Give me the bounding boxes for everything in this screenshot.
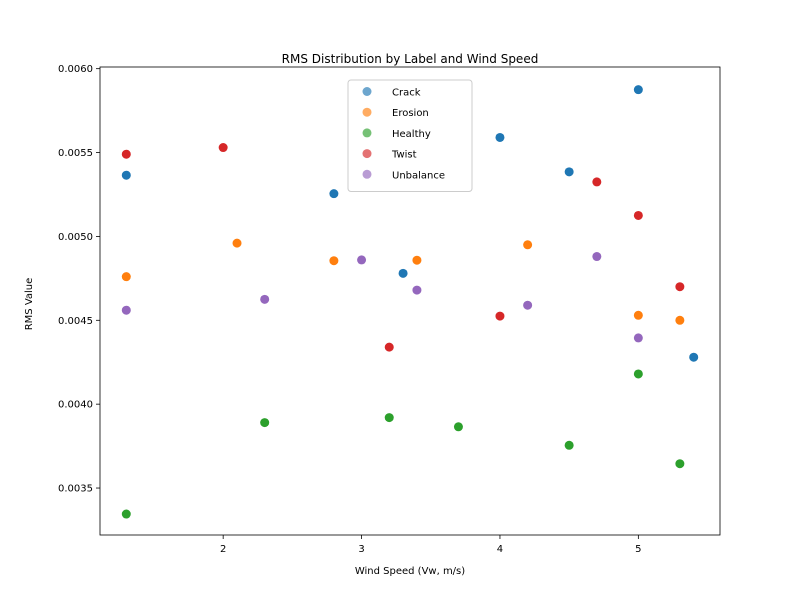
- data-point: [260, 294, 270, 304]
- x-tick-label: 3: [358, 544, 364, 555]
- legend-label: Healthy: [392, 129, 431, 140]
- plot-frame: [99, 66, 721, 536]
- data-point: [689, 352, 699, 362]
- data-point: [495, 132, 505, 142]
- y-tick-label: 0.0040: [58, 400, 93, 411]
- legend-marker: [362, 149, 372, 159]
- legend-label: Erosion: [392, 108, 429, 119]
- y-axis-ticks: 0.0035 0.0040 0.0045 0.0050 0.0055 0.0060: [58, 64, 100, 495]
- x-axis-label: Wind Speed (Vw, m/s): [355, 566, 465, 577]
- legend-marker: [362, 128, 372, 138]
- data-point: [564, 440, 574, 450]
- data-point: [121, 305, 131, 315]
- data-point: [412, 255, 422, 265]
- data-point: [564, 167, 574, 177]
- legend-item: Crack: [362, 87, 421, 99]
- data-point: [675, 315, 685, 325]
- data-point: [121, 509, 131, 519]
- data-point: [633, 333, 643, 343]
- series-crack: [121, 85, 699, 362]
- plot-area: [99, 66, 721, 536]
- x-tick-label: 5: [635, 544, 641, 555]
- y-tick-label: 0.0060: [58, 64, 93, 75]
- data-point: [357, 255, 367, 265]
- legend-label: Crack: [392, 88, 421, 99]
- data-point: [412, 285, 422, 295]
- legend-label: Unbalance: [392, 170, 445, 181]
- y-axis-label: RMS Value: [24, 278, 35, 331]
- data-point: [453, 422, 463, 432]
- legend-marker: [362, 87, 372, 96]
- data-point: [398, 268, 408, 278]
- data-point: [633, 310, 643, 320]
- data-point: [633, 85, 643, 95]
- legend-item: Unbalance: [362, 169, 445, 181]
- x-tick-label: 2: [220, 544, 226, 555]
- legend-item: Erosion: [362, 107, 429, 119]
- data-point: [592, 252, 602, 262]
- legend-box: [347, 79, 473, 192]
- data-point: [121, 149, 131, 159]
- legend-item: Twist: [362, 149, 417, 161]
- data-point: [523, 240, 533, 250]
- series-twist: [121, 143, 685, 352]
- data-point: [592, 177, 602, 187]
- data-point: [675, 459, 685, 469]
- data-point: [495, 311, 505, 321]
- data-point: [218, 143, 228, 153]
- data-point: [384, 342, 394, 352]
- data-point: [633, 369, 643, 379]
- legend-marker: [362, 169, 372, 179]
- data-point: [232, 238, 242, 248]
- data-point: [329, 256, 339, 266]
- data-points: [121, 85, 699, 519]
- data-point: [523, 300, 533, 310]
- legend-label: Twist: [391, 150, 417, 161]
- y-tick-label: 0.0035: [58, 484, 93, 495]
- legend-item: Healthy: [362, 128, 431, 140]
- legend: Crack Erosion Healthy Twist Unbalance: [347, 79, 473, 192]
- data-point: [260, 418, 270, 428]
- series-unbalance: [121, 252, 643, 343]
- data-point: [121, 170, 131, 180]
- data-point: [121, 272, 131, 282]
- data-point: [633, 210, 643, 220]
- data-point: [384, 413, 394, 423]
- y-tick-label: 0.0055: [58, 148, 93, 159]
- x-tick-label: 4: [497, 544, 503, 555]
- data-point: [675, 282, 685, 292]
- y-tick-label: 0.0050: [58, 232, 93, 243]
- legend-marker: [362, 107, 372, 117]
- y-tick-label: 0.0045: [58, 316, 93, 327]
- chart-title: RMS Distribution by Label and Wind Speed: [282, 52, 539, 66]
- data-point: [329, 189, 339, 199]
- series-erosion: [121, 238, 685, 325]
- series-healthy: [121, 369, 685, 519]
- x-axis-ticks: 2 3 4 5: [220, 535, 642, 555]
